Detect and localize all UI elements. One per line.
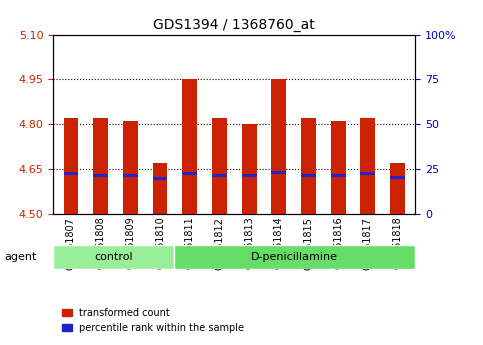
Bar bbox=[360, 118, 375, 214]
Bar bbox=[301, 174, 316, 177]
Bar bbox=[271, 170, 286, 174]
Bar bbox=[390, 163, 405, 214]
Bar bbox=[242, 124, 256, 214]
Bar bbox=[331, 174, 346, 177]
Bar bbox=[390, 176, 405, 179]
Bar bbox=[64, 172, 78, 175]
Bar bbox=[301, 118, 316, 214]
FancyBboxPatch shape bbox=[174, 245, 415, 269]
Bar bbox=[93, 118, 108, 214]
FancyBboxPatch shape bbox=[53, 245, 174, 269]
Bar bbox=[93, 174, 108, 177]
Text: D-penicillamine: D-penicillamine bbox=[251, 252, 338, 262]
Bar bbox=[271, 79, 286, 214]
Bar bbox=[182, 79, 197, 214]
Bar bbox=[153, 163, 168, 214]
Bar bbox=[212, 118, 227, 214]
Bar bbox=[331, 121, 346, 214]
Bar bbox=[360, 172, 375, 175]
Bar bbox=[182, 172, 197, 175]
Bar bbox=[212, 174, 227, 177]
Text: agent: agent bbox=[5, 252, 37, 262]
Text: control: control bbox=[94, 252, 133, 262]
Bar bbox=[123, 121, 138, 214]
Title: GDS1394 / 1368760_at: GDS1394 / 1368760_at bbox=[154, 18, 315, 32]
Bar bbox=[242, 174, 256, 177]
Bar bbox=[153, 177, 168, 179]
Bar bbox=[123, 174, 138, 177]
Legend: transformed count, percentile rank within the sample: transformed count, percentile rank withi… bbox=[58, 304, 248, 337]
Bar bbox=[64, 118, 78, 214]
